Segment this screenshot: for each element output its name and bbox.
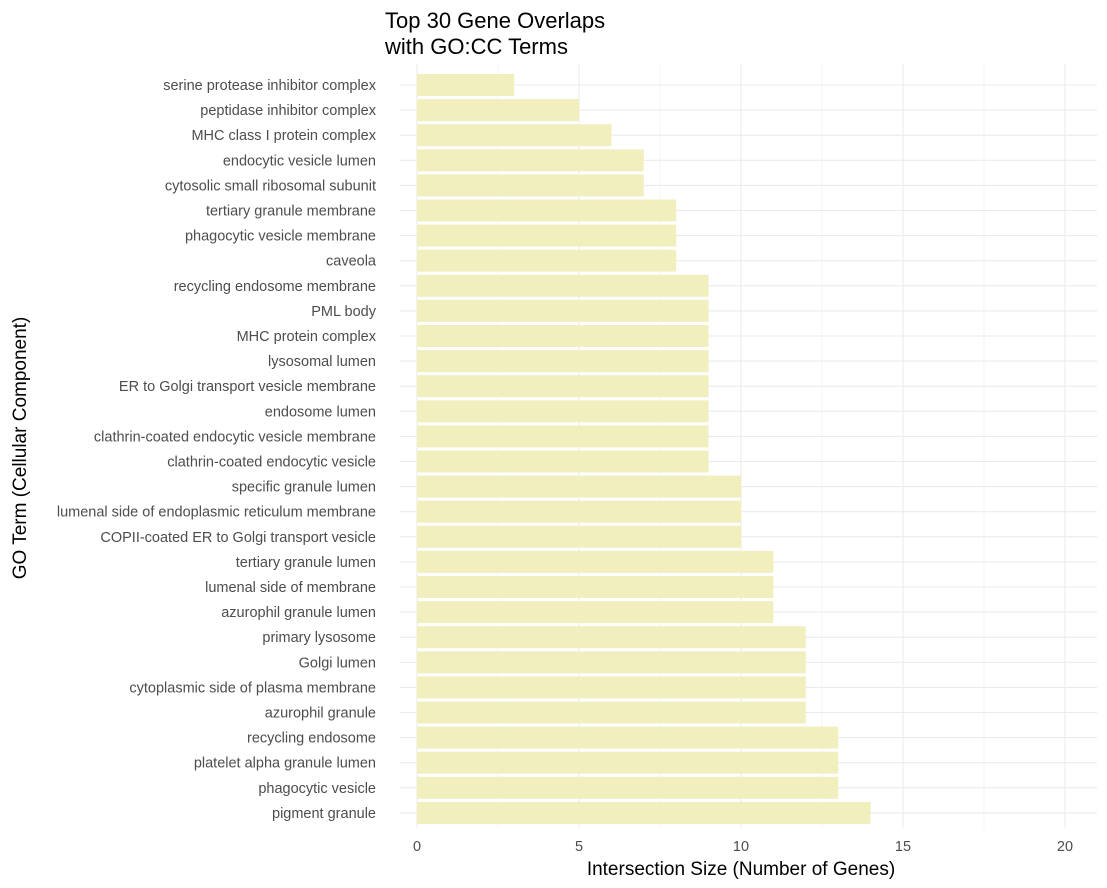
category-label: specific granule lumen bbox=[232, 480, 376, 496]
category-label: Golgi lumen bbox=[299, 655, 376, 671]
bar bbox=[417, 74, 515, 96]
x-axis-title: Intersection Size (Number of Genes) bbox=[587, 859, 895, 880]
category-label: tertiary granule lumen bbox=[236, 555, 376, 571]
category-label: lumenal side of membrane bbox=[205, 580, 376, 596]
category-label: phagocytic vesicle membrane bbox=[185, 229, 376, 245]
bar bbox=[417, 576, 774, 598]
bar bbox=[417, 149, 644, 172]
category-label: tertiary granule membrane bbox=[206, 204, 376, 220]
category-label: azurophil granule lumen bbox=[221, 605, 376, 621]
grid-lines bbox=[400, 64, 1097, 828]
bar bbox=[417, 651, 806, 674]
category-labels: serine protease inhibitor complex peptida… bbox=[57, 78, 377, 822]
bar bbox=[417, 801, 871, 824]
category-label: ER to Golgi transport vesicle membrane bbox=[119, 379, 376, 395]
y-axis-title: GO Term (Cellular Component) bbox=[10, 317, 31, 580]
category-label: caveola bbox=[326, 254, 377, 270]
category-label: lumenal side of endoplasmic reticulum me… bbox=[57, 505, 376, 521]
chart-title-line-1: Top 30 Gene Overlaps bbox=[385, 8, 606, 33]
bar bbox=[417, 350, 709, 373]
bars bbox=[417, 74, 871, 824]
bar bbox=[417, 525, 741, 548]
category-label: clathrin-coated endocytic vesicle membra… bbox=[94, 429, 376, 445]
bar bbox=[417, 249, 677, 272]
bar bbox=[417, 751, 839, 774]
category-label: pigment granule bbox=[272, 806, 376, 822]
category-label: COPII-coated ER to Golgi transport vesic… bbox=[100, 530, 376, 546]
bar bbox=[417, 500, 741, 523]
category-label: MHC class I protein complex bbox=[191, 128, 376, 144]
bar bbox=[417, 174, 644, 197]
category-label: clathrin-coated endocytic vesicle bbox=[167, 455, 376, 471]
bar bbox=[417, 550, 774, 573]
bar bbox=[417, 601, 774, 624]
bar bbox=[417, 299, 709, 322]
bar bbox=[417, 124, 612, 147]
category-label: lysosomal lumen bbox=[268, 354, 376, 370]
category-label: endosome lumen bbox=[265, 404, 376, 420]
category-label: primary lysosome bbox=[262, 630, 376, 646]
category-label: azurophil granule bbox=[265, 706, 376, 722]
category-label: cytosolic small ribosomal subunit bbox=[165, 178, 376, 194]
category-label: MHC protein complex bbox=[237, 329, 377, 345]
x-tick-label: 20 bbox=[1057, 839, 1073, 855]
category-label: peptidase inhibitor complex bbox=[200, 103, 376, 119]
bar bbox=[417, 676, 806, 699]
category-label: cytoplasmic side of plasma membrane bbox=[129, 680, 376, 696]
x-tick-label: 5 bbox=[575, 839, 583, 855]
bar bbox=[417, 325, 709, 347]
x-tick-label: 10 bbox=[733, 839, 749, 855]
bar bbox=[417, 99, 579, 122]
x-tick-labels: 0 5 10 15 20 bbox=[413, 839, 1073, 855]
category-label: platelet alpha granule lumen bbox=[194, 756, 376, 772]
x-tick-label: 15 bbox=[895, 839, 911, 855]
bar bbox=[417, 450, 709, 473]
category-label: PML body bbox=[311, 304, 376, 320]
category-label: phagocytic vesicle bbox=[258, 781, 376, 797]
category-label: recycling endosome bbox=[247, 731, 376, 747]
bar bbox=[417, 776, 839, 799]
bar bbox=[417, 701, 806, 724]
bar bbox=[417, 274, 709, 297]
bar bbox=[417, 375, 709, 398]
x-tick-label: 0 bbox=[413, 839, 421, 855]
category-label: recycling endosome membrane bbox=[174, 279, 376, 295]
bar bbox=[417, 199, 677, 222]
bar bbox=[417, 626, 806, 649]
category-label: endocytic vesicle lumen bbox=[223, 153, 376, 169]
bar bbox=[417, 400, 709, 423]
chart-title: Top 30 Gene Overlaps with GO:CC Terms bbox=[385, 8, 605, 60]
bar bbox=[417, 726, 839, 749]
bar bbox=[417, 425, 709, 448]
bar bbox=[417, 224, 677, 247]
category-label: serine protease inhibitor complex bbox=[163, 78, 377, 94]
bar bbox=[417, 475, 741, 498]
chart-title-line-2: with GO:CC Terms bbox=[385, 34, 568, 59]
